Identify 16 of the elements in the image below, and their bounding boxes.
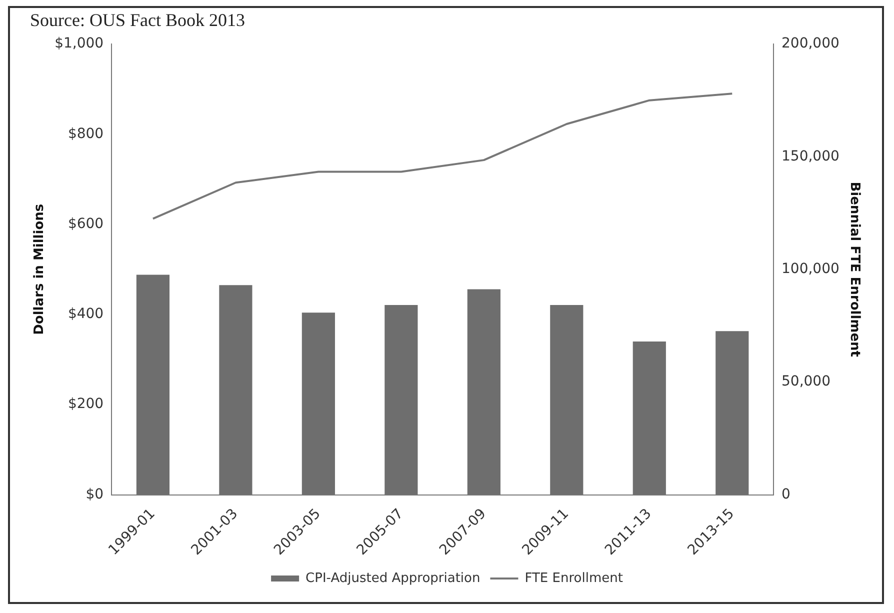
y2-tick-label: 50,000	[782, 374, 831, 390]
y2-tick-label: 0	[782, 486, 790, 502]
y-tick-label: $400	[68, 306, 104, 322]
legend-label: FTE Enrollment	[524, 570, 623, 586]
y2-tick-label: 200,000	[782, 36, 840, 52]
y-tick-label: $200	[68, 396, 104, 412]
y-tick-label: $600	[68, 216, 104, 232]
y-axis-title: Dollars in Millions	[32, 204, 48, 335]
y-tick-label: $800	[68, 126, 104, 142]
y2-tick-label: 150,000	[782, 148, 840, 164]
source-note: Source: OUS Fact Book 2013	[30, 10, 245, 31]
y-tick-label: $0	[86, 486, 104, 502]
y2-tick-label: 100,000	[782, 261, 840, 278]
y-tick-label: $1,000	[54, 36, 104, 52]
legend-label: CPI-Adjusted Appropriation	[306, 570, 480, 586]
y2-axis-title: Biennial FTE Enrollment	[846, 182, 862, 358]
